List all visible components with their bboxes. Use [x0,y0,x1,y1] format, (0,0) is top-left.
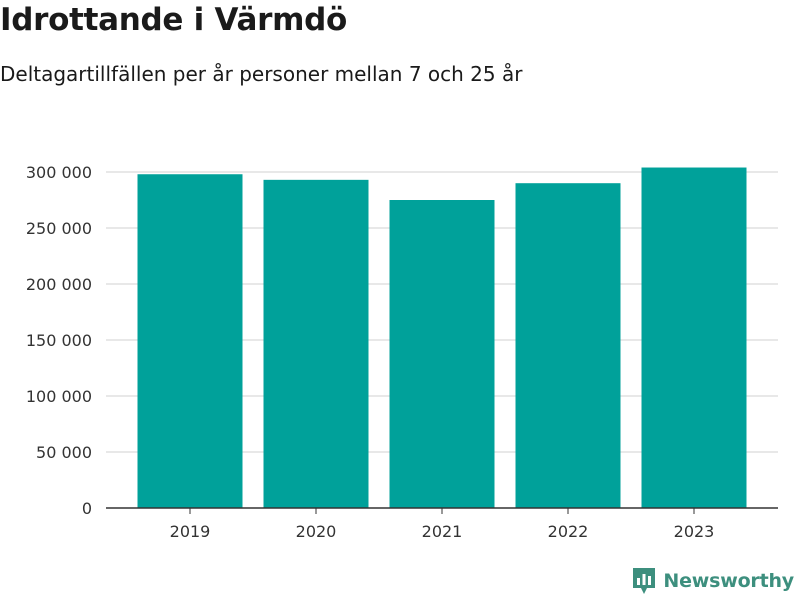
x-tick-label: 2019 [170,522,211,541]
y-tick-label: 50 000 [36,443,92,462]
newsworthy-chart-icon [633,568,656,594]
x-tick-label: 2020 [296,522,337,541]
bar [263,179,369,508]
y-tick-label: 150 000 [26,331,92,350]
bar [641,167,747,508]
x-tick-label: 2023 [674,522,715,541]
bar [515,183,621,508]
x-tick-label: 2022 [548,522,589,541]
brand-name: Newsworthy [663,570,794,592]
chart-title: Idrottande i Värmdö [0,2,347,38]
bar [389,200,495,508]
chart-subtitle: Deltagartillfällen per år personer mella… [0,62,523,86]
y-tick-label: 100 000 [26,387,92,406]
y-tick-label: 250 000 [26,219,92,238]
y-tick-label: 200 000 [26,275,92,294]
x-tick-label: 2021 [422,522,463,541]
bar [137,174,243,509]
newsworthy-logo: Newsworthy [631,566,794,596]
y-tick-label: 0 [82,499,92,518]
y-tick-label: 300 000 [26,163,92,182]
